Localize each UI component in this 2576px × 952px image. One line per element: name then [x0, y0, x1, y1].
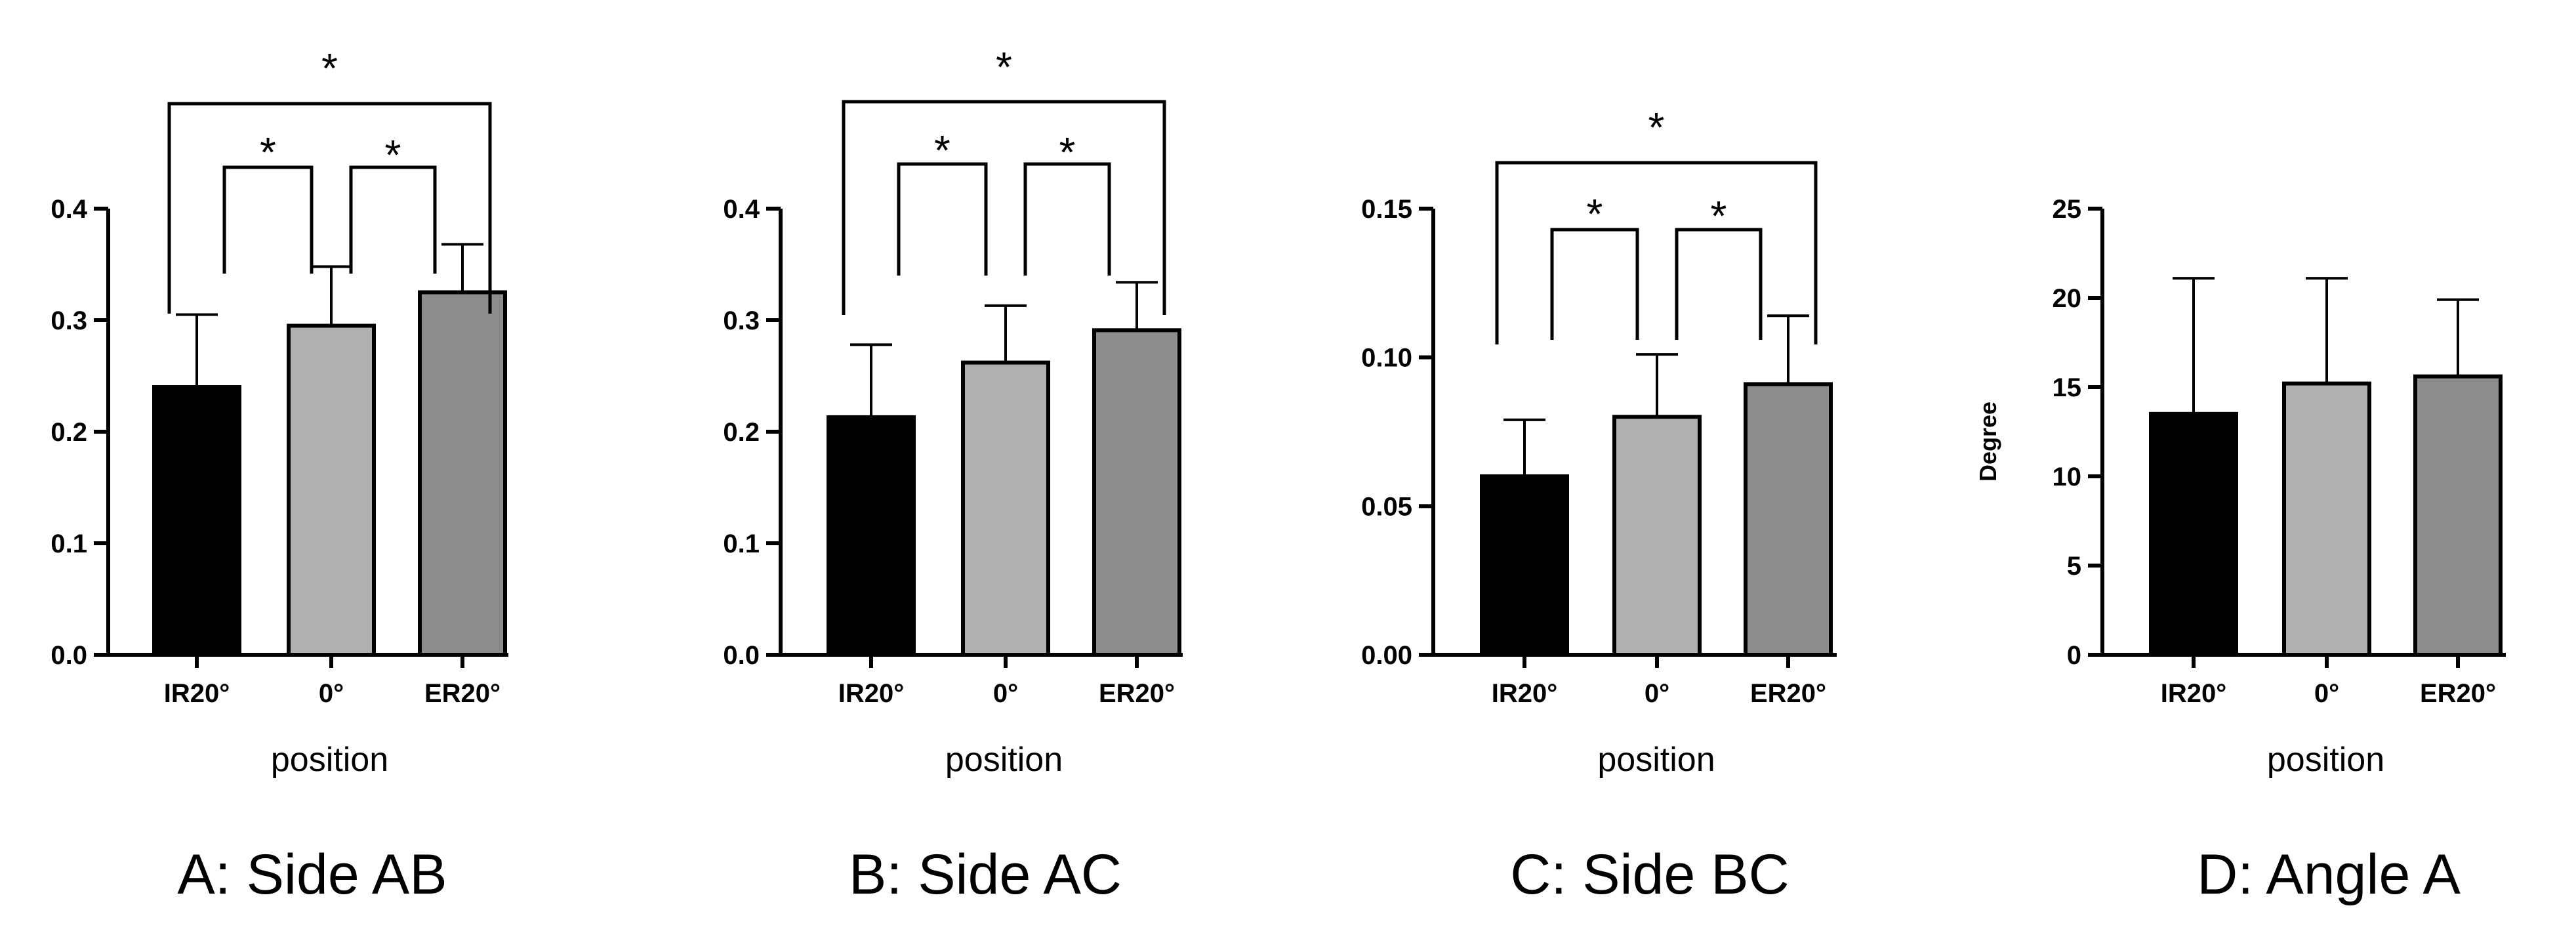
category-label: IR20°	[164, 679, 230, 708]
category-label: 0°	[993, 679, 1018, 708]
bar	[152, 385, 241, 657]
category-label: IR20°	[1492, 679, 1558, 708]
y-tick-label: 0	[2067, 641, 2081, 670]
y-tick-label: 0.3	[51, 306, 87, 335]
y-tick-label: 0.0	[51, 641, 87, 670]
y-tick-label: 0.15	[1361, 195, 1412, 224]
significance-star: *	[934, 127, 951, 174]
category-label: ER20°	[1750, 679, 1826, 708]
y-tick-label: 10	[2053, 463, 2082, 491]
bar	[1612, 415, 1702, 657]
bar	[418, 290, 507, 657]
panel-caption: C: Side BC	[1510, 843, 1789, 906]
y-tick-label: 0.0	[723, 641, 760, 670]
panel-caption: B: Side AC	[849, 843, 1122, 906]
category-label: IR20°	[2161, 679, 2227, 708]
y-tick-label: 25	[2053, 195, 2082, 224]
category-label: 0°	[2314, 679, 2339, 708]
significance-star: *	[1648, 104, 1665, 151]
y-tick-label: 20	[2053, 284, 2082, 313]
bar	[287, 323, 376, 657]
y-tick-label: 0.05	[1361, 492, 1412, 521]
bar	[2149, 411, 2238, 657]
y-tick-label: 0.1	[51, 529, 87, 558]
x-axis-title: position	[2267, 741, 2384, 779]
bar	[827, 415, 916, 657]
x-axis-title: position	[945, 741, 1063, 779]
category-label: 0°	[1645, 679, 1669, 708]
bar	[1480, 474, 1569, 657]
bar	[961, 360, 1050, 657]
category-label: ER20°	[1099, 679, 1175, 708]
y-tick-label: 0.00	[1361, 641, 1412, 670]
category-label: ER20°	[2420, 679, 2496, 708]
panel-c-side-bc: 0.00 0.05 0.10 0.15 IR20° 0° ER20° position * * * C…	[1361, 104, 1837, 906]
significance-star: *	[1587, 190, 1603, 238]
y-tick-label: 0.4	[723, 195, 760, 224]
y-tick-label: 0.3	[723, 306, 760, 335]
bar	[2413, 374, 2503, 657]
y-tick-label: 15	[2053, 373, 2082, 402]
panel-d-angle-a: 0 5 10 15 20 25 IR20° 0° ER20° position Degree D: A…	[1974, 195, 2506, 906]
significance-bracket	[1675, 228, 1763, 340]
y-axis-title: Degree	[1974, 402, 2001, 482]
significance-bracket	[167, 102, 492, 314]
y-tick-label: 0.2	[51, 418, 87, 447]
significance-bracket	[349, 165, 437, 274]
significance-star: *	[321, 45, 338, 92]
bar	[2282, 381, 2371, 657]
significance-star: *	[385, 131, 401, 178]
panel-b-side-ac: 0.0 0.1 0.2 0.3 0.4 IR20° 0° ER20° position * * * B:…	[723, 43, 1183, 906]
bar	[1744, 382, 1833, 657]
x-axis-title: position	[1597, 741, 1715, 779]
category-label: 0°	[319, 679, 344, 708]
y-tick-label: 0.2	[723, 418, 760, 447]
significance-bracket	[222, 165, 314, 274]
y-tick-label: 0.4	[51, 195, 87, 224]
panel-caption: D: Angle A	[2197, 843, 2461, 906]
panel-a-side-ab: 0.0 0.1 0.2 0.3 0.4 IR20° 0° ER20° position * * * A:…	[51, 45, 508, 906]
significance-star: *	[1711, 192, 1727, 239]
significance-bracket	[1550, 228, 1639, 340]
significance-bracket	[1023, 162, 1111, 276]
y-tick-label: 0.1	[723, 529, 760, 558]
panel-caption: A: Side AB	[177, 843, 447, 906]
category-label: IR20°	[838, 679, 905, 708]
significance-star: *	[260, 129, 276, 176]
significance-bracket	[1495, 161, 1818, 344]
x-axis-title: position	[271, 741, 388, 779]
y-tick-label: 5	[2067, 552, 2081, 581]
category-label: ER20°	[424, 679, 501, 708]
significance-bracket	[897, 162, 988, 276]
significance-star: *	[1059, 129, 1076, 176]
bar	[1092, 328, 1181, 657]
significance-star: *	[996, 43, 1012, 91]
y-tick-label: 0.10	[1361, 344, 1412, 373]
significance-bracket	[842, 100, 1166, 315]
